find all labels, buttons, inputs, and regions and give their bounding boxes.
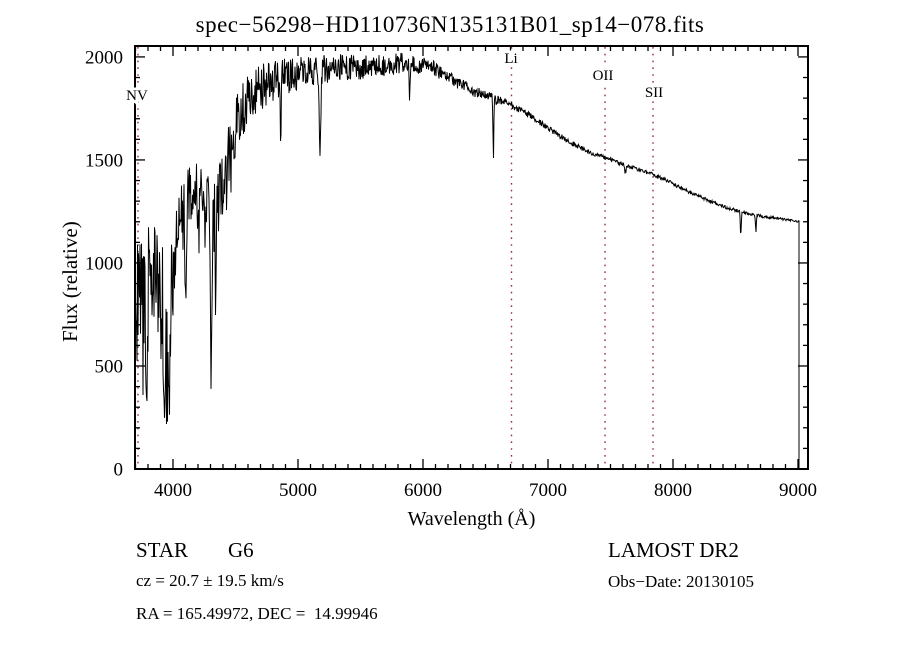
line-marker-label-sii: SII	[645, 85, 663, 101]
page-title: spec−56298−HD110736N135131B01_sp14−078.f…	[195, 12, 705, 37]
ra-dec-label: RA = 165.49972, DEC = 14.99946	[136, 604, 378, 623]
spectrum-path	[135, 52, 800, 469]
x-tick-label: 8000	[654, 480, 692, 501]
line-marker-label-nv: NV	[126, 88, 148, 104]
subclass-label: G6	[228, 538, 254, 562]
x-axis-label: Wavelength (Å)	[407, 508, 536, 530]
cz-velocity-label: cz = 20.7 ± 19.5 km/s	[136, 571, 284, 590]
y-axis-label: Flux (relative)	[58, 221, 82, 342]
x-tick-label: 7000	[529, 480, 567, 501]
y-tick-label: 1000	[85, 254, 123, 275]
object-class-label: STAR	[136, 538, 188, 562]
y-tick-label: 1500	[85, 150, 123, 171]
line-marker-label-oii: OII	[593, 68, 614, 84]
line-marker-label-sii: SII	[645, 85, 663, 101]
y-tick-label: 500	[95, 357, 124, 378]
line-marker-label-li: Li	[504, 51, 517, 67]
x-tick-label: 6000	[404, 480, 442, 501]
x-tick-label: 4000	[154, 480, 192, 501]
plot-frame	[134, 45, 809, 470]
y-tick-label: 2000	[85, 47, 123, 68]
survey-label: LAMOST DR2	[608, 538, 739, 562]
x-tick-label: 9000	[779, 480, 817, 501]
line-marker-label-nv: NV	[126, 88, 148, 104]
x-tick-label: 5000	[279, 480, 317, 501]
y-tick-label: 0	[114, 460, 124, 481]
line-marker-label-oii: OII	[593, 68, 614, 84]
obs-date-label: Obs−Date: 20130105	[608, 572, 755, 591]
line-marker-label-li: Li	[504, 51, 517, 67]
